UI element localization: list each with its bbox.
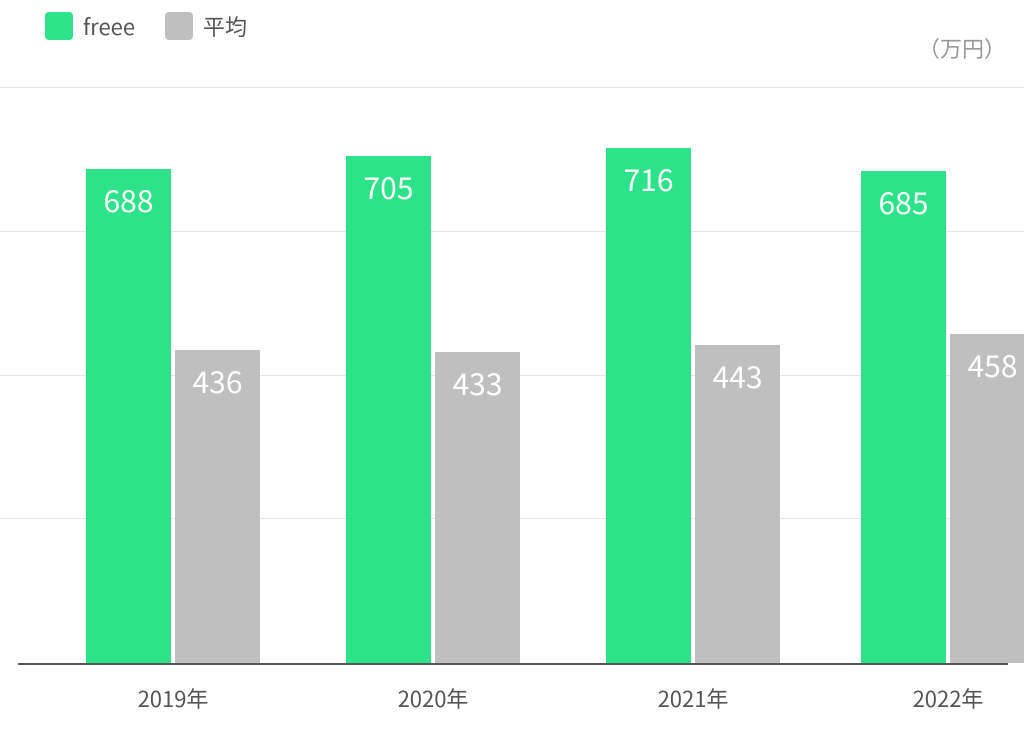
- bar-avg: 458: [950, 334, 1024, 663]
- bar-freee: 716: [606, 148, 691, 663]
- bar-value-label: 685: [861, 179, 946, 223]
- gridline: [0, 87, 1024, 88]
- bar-value-label: 705: [346, 164, 431, 208]
- bar-value-label: 433: [435, 360, 520, 404]
- legend-label-freee: freee: [83, 10, 135, 42]
- x-tick-2022: 2022年: [913, 682, 984, 714]
- x-tick-2021: 2021年: [658, 682, 729, 714]
- bar-freee: 685: [861, 171, 946, 663]
- bar-value-label: 436: [175, 358, 260, 402]
- legend: freee 平均: [45, 10, 247, 42]
- x-tick-2019: 2019年: [138, 682, 209, 714]
- bar-value-label: 458: [950, 342, 1024, 386]
- plot-area: 688436705433716443685458: [18, 90, 1008, 665]
- bar-freee: 688: [86, 169, 171, 664]
- x-tick-2020: 2020年: [398, 682, 469, 714]
- legend-item-avg: 平均: [165, 10, 247, 42]
- legend-swatch-avg: [165, 12, 193, 40]
- salary-bar-chart: freee 平均 （万円） 688 436 705 433 716 443 685 458 2…: [0, 0, 1024, 735]
- bar-avg: 436: [175, 350, 260, 663]
- bar-value-label: 688: [86, 177, 171, 221]
- bar-freee: 705: [346, 156, 431, 663]
- bar-avg: 433: [435, 352, 520, 663]
- legend-label-avg: 平均: [203, 10, 247, 42]
- bar-value-label: 716: [606, 156, 691, 200]
- bar-avg: 443: [695, 345, 780, 663]
- legend-item-freee: freee: [45, 10, 135, 42]
- legend-swatch-freee: [45, 12, 73, 40]
- y-axis-unit: （万円）: [918, 32, 1006, 64]
- bar-value-label: 443: [695, 353, 780, 397]
